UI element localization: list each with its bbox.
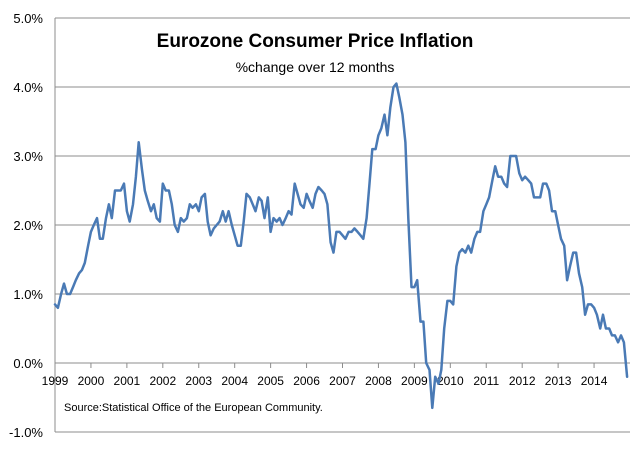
gridlines — [55, 17, 630, 295]
x-axis-tick-labels: 1999 2000 2001 2002 2003 2004 2005 2006 2007 2008… — [42, 374, 608, 388]
chart-subtitle: %change over 12 months — [236, 59, 395, 75]
x-tick-label: 2002 — [149, 374, 176, 388]
series-group — [53, 82, 629, 410]
x-tick-label: 2003 — [185, 374, 212, 388]
x-tick-label: 2000 — [78, 374, 105, 388]
y-axis-tick-labels: 5.0% 4.0% 3.0% 2.0% 1.0% 0.0% -1.0% — [9, 11, 43, 440]
source-note: Source:Statistical Office of the Europea… — [64, 402, 323, 414]
y-tick-label: 1.0% — [13, 287, 43, 302]
x-tick-label: 2014 — [581, 374, 608, 388]
y-tick-label: 2.0% — [13, 218, 43, 233]
x-tick-label: 2011 — [473, 374, 499, 388]
x-tick-label: 2005 — [257, 374, 284, 388]
axes — [54, 18, 630, 433]
y-tick-label: -1.0% — [9, 425, 43, 440]
x-tick-label: 2009 — [401, 374, 428, 388]
x-tick-label: 2012 — [509, 374, 536, 388]
x-tick-label: 2010 — [437, 374, 464, 388]
x-tick-label: 1999 — [42, 374, 69, 388]
x-tick-label: 2001 — [114, 374, 141, 388]
x-tick-label: 2008 — [365, 374, 392, 388]
chart-title: Eurozone Consumer Price Inflation — [157, 31, 474, 52]
x-tick-label: 2007 — [329, 374, 356, 388]
x-tick-label: 2013 — [545, 374, 572, 388]
y-tick-label: 3.0% — [13, 149, 43, 164]
y-tick-label: 0.0% — [13, 356, 43, 371]
y-tick-label: 5.0% — [13, 11, 43, 26]
x-tick-label: 2004 — [221, 374, 248, 388]
series-line — [53, 82, 629, 410]
x-tick-label: 2006 — [293, 374, 320, 388]
y-tick-label: 4.0% — [13, 80, 43, 95]
